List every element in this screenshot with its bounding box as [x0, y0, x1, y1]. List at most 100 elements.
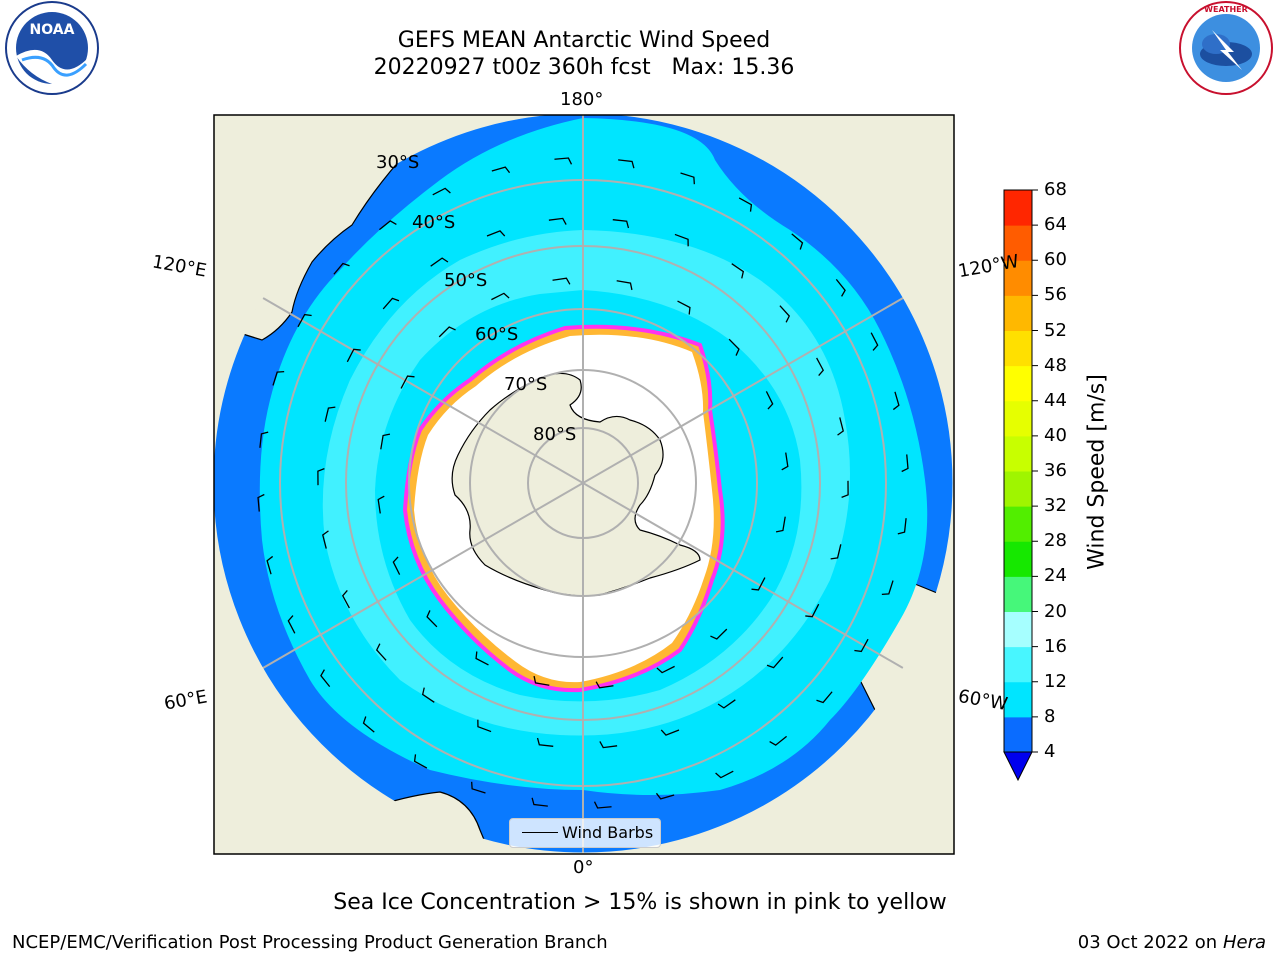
wind-barb — [426, 610, 438, 628]
wind-barb — [655, 792, 675, 800]
wind-barb — [380, 433, 391, 450]
colorbar-segment — [1004, 611, 1032, 648]
colorbar-tick-label: 4 — [1044, 741, 1056, 762]
colorbar-segment — [1004, 225, 1032, 261]
wind-barb — [637, 863, 654, 869]
map-legend: Wind Barbs — [509, 818, 661, 848]
wind-barb-legend-label: Wind Barbs — [562, 823, 654, 842]
wind-barb — [791, 233, 804, 250]
wind-barb — [830, 544, 842, 560]
wind-barb — [680, 172, 695, 185]
wind-barb — [196, 417, 205, 433]
wind-barb — [475, 651, 489, 666]
wind-barb — [656, 665, 675, 674]
wind-barb — [375, 643, 387, 661]
colorbar-tick-label: 52 — [1044, 319, 1067, 341]
wind-barb — [728, 338, 740, 356]
wind-barb — [717, 699, 736, 709]
colorbar-segment — [1004, 576, 1032, 612]
lon-label-180: 180° — [560, 89, 604, 110]
colorbar-segment — [1004, 471, 1032, 507]
wind-barb — [593, 801, 612, 809]
graticule — [214, 115, 953, 853]
wind-barb — [816, 691, 833, 704]
wind-barb — [660, 729, 680, 736]
colorbar-tick-label: 8 — [1044, 705, 1056, 727]
colorbar-tick-label: 48 — [1044, 354, 1067, 376]
colorbar-segment — [1004, 190, 1032, 226]
land-antarctica — [451, 372, 701, 597]
wind-barb — [266, 555, 274, 575]
wind-barb — [272, 371, 285, 386]
colorbar-tick-label: 32 — [1044, 495, 1067, 517]
wind-barb — [967, 472, 973, 489]
wind-barb — [193, 477, 199, 494]
colorbar-tick-label: 56 — [1044, 284, 1067, 306]
wind-barb — [775, 516, 786, 533]
wind-barb — [781, 452, 789, 471]
wind-barb — [738, 197, 753, 212]
wind-barb — [816, 357, 825, 376]
wind-barb — [616, 280, 633, 291]
lat-label-50s: 50°S — [444, 270, 488, 291]
wind-barb — [287, 615, 296, 634]
wind-barb — [599, 741, 618, 749]
wind-barb — [333, 262, 350, 275]
colorbar-tick-label: 24 — [1044, 565, 1067, 587]
colorbar-tick-label: 36 — [1044, 460, 1067, 481]
colorbar-tick-label: 28 — [1044, 530, 1067, 552]
wind-barb — [341, 590, 350, 609]
credit-line: NCEP/EMC/Verification Post Processing Pr… — [12, 932, 608, 953]
colorbar-tick-label: 40 — [1044, 424, 1067, 446]
colorbar — [1003, 189, 1038, 782]
wind-barb — [731, 263, 745, 279]
wind-barb-legend-swatch — [522, 832, 558, 833]
wind-barb — [751, 577, 766, 591]
wind-barb — [536, 737, 554, 747]
wind-barb — [901, 454, 909, 473]
wind-barb — [612, 219, 630, 229]
colorbar-segment — [1004, 400, 1032, 437]
chart-subtitle: 20220927 t00z 360h fcst Max: 15.36 — [373, 55, 795, 80]
wind-barb — [320, 669, 331, 688]
wind-barb — [491, 166, 511, 174]
wind-barb — [881, 580, 894, 595]
wind-barb — [392, 556, 401, 575]
wind-barb — [432, 187, 451, 196]
wind-barb — [197, 537, 203, 554]
colorbar-under-arrow — [1003, 751, 1033, 782]
wind-barb — [257, 493, 265, 512]
wind-barb — [765, 391, 774, 410]
map-frame — [213, 114, 955, 855]
wind-barb — [554, 157, 573, 165]
wind-barb — [477, 719, 492, 733]
colorbar-segment — [1004, 716, 1032, 753]
colorbar-segment — [1004, 330, 1032, 367]
wind-barb — [512, 97, 529, 103]
wind-barb — [533, 675, 550, 686]
wind-barb — [430, 257, 449, 267]
wind-barb — [400, 375, 415, 389]
lat-label-70s: 70°S — [504, 374, 548, 395]
wind-barb — [377, 495, 385, 514]
lat-label-30s: 30°S — [376, 152, 420, 173]
wind-barb — [677, 300, 691, 315]
wind-barb — [413, 754, 428, 769]
wind-barb — [486, 230, 506, 237]
wind-barb — [769, 735, 788, 746]
wind-barb — [634, 96, 650, 105]
wind-barb — [322, 530, 329, 549]
colorbar-tick-label: 20 — [1044, 600, 1067, 622]
nws-logo: WEATHER — [1179, 1, 1273, 95]
wind-barb — [317, 467, 325, 486]
colorbar-segment — [1004, 260, 1032, 296]
noaa-logo: NOAA — [5, 1, 99, 95]
colorbar-segment — [1004, 365, 1032, 402]
figure-caption: Sea Ice Concentration > 15% is shown in … — [333, 890, 947, 915]
wind-barb — [961, 534, 970, 550]
wind-barb — [471, 781, 486, 794]
wind-barb — [892, 391, 900, 411]
wind-barb — [854, 638, 869, 653]
wind-barb — [517, 861, 533, 870]
